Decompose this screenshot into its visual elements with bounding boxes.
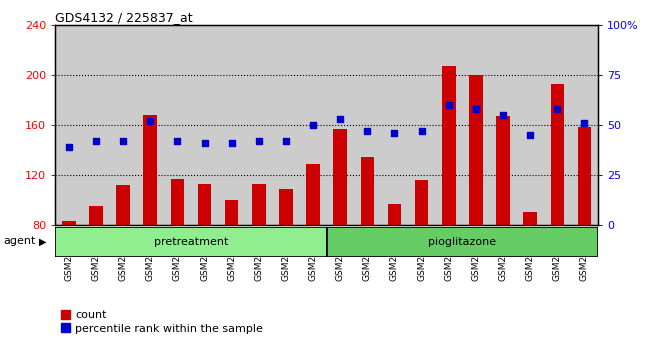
Bar — [89, 206, 103, 225]
Bar — [442, 66, 456, 225]
Bar — [469, 75, 483, 225]
Point — [118, 138, 128, 144]
Bar — [415, 180, 428, 225]
Point — [145, 118, 155, 124]
Text: ▶: ▶ — [39, 236, 47, 246]
Point — [254, 138, 264, 144]
Text: pioglitazone: pioglitazone — [428, 236, 497, 247]
Bar — [306, 164, 320, 225]
Point — [443, 102, 454, 108]
Point — [498, 112, 508, 118]
Bar — [170, 178, 184, 225]
Point — [579, 120, 590, 126]
Bar — [551, 84, 564, 225]
Point — [525, 132, 536, 138]
Bar — [326, 227, 598, 257]
Legend: count, percentile rank within the sample: count, percentile rank within the sample — [61, 310, 263, 334]
Point — [226, 140, 237, 145]
Bar — [333, 129, 347, 225]
Point — [308, 122, 318, 128]
Text: agent: agent — [3, 236, 36, 246]
Bar — [55, 227, 326, 257]
Point — [91, 138, 101, 144]
Bar — [225, 200, 239, 225]
Point — [281, 138, 291, 144]
Bar — [198, 183, 211, 225]
Point — [362, 128, 372, 133]
Bar — [252, 183, 266, 225]
Bar — [116, 185, 130, 225]
Bar — [578, 127, 592, 225]
Point — [417, 128, 427, 133]
Bar — [496, 116, 510, 225]
Point — [172, 138, 183, 144]
Point — [552, 106, 562, 112]
Text: GDS4132 / 225837_at: GDS4132 / 225837_at — [55, 11, 193, 24]
Bar — [144, 115, 157, 225]
Text: pretreatment: pretreatment — [154, 236, 228, 247]
Point — [335, 116, 345, 122]
Bar — [361, 157, 374, 225]
Point — [64, 144, 74, 150]
Bar — [62, 221, 75, 225]
Bar — [523, 212, 537, 225]
Point — [389, 130, 400, 136]
Point — [471, 106, 481, 112]
Bar — [279, 189, 293, 225]
Bar — [387, 204, 401, 225]
Point — [200, 140, 210, 145]
